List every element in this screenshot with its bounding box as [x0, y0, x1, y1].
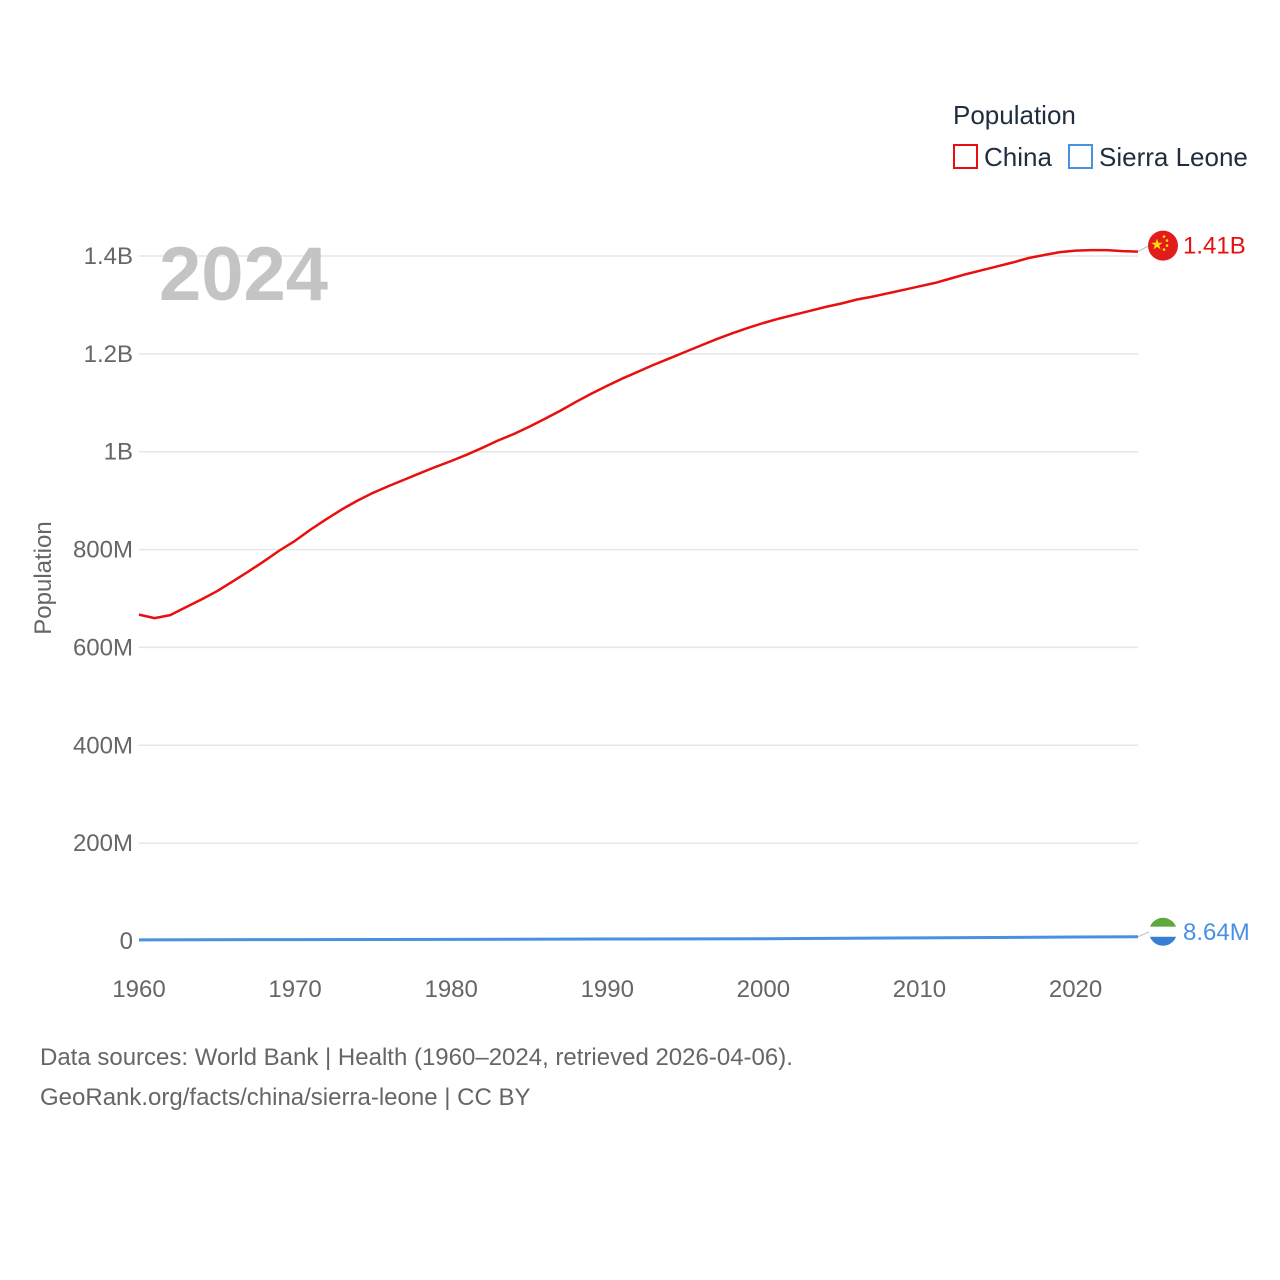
y-tick-label: 1.4B [84, 243, 133, 270]
series-line-sierra-leone [138, 935, 1139, 942]
series-line-china [138, 248, 1139, 620]
legend[interactable]: Population China Sierra Leone [953, 100, 1248, 172]
x-tick-label: 1960 [112, 976, 165, 1003]
x-tick-label: 2020 [1049, 976, 1102, 1003]
x-axis-ticks: 1960 1970 1980 1990 2000 2010 2020 [112, 976, 1102, 1003]
end-value-label-sierra-leone: 8.64M [1183, 919, 1250, 946]
china-flag-icon [1148, 230, 1178, 261]
y-tick-label: 600M [73, 634, 133, 661]
current-year-label: 2024 [159, 232, 328, 317]
legend-swatch-sierra-leone[interactable] [1068, 144, 1093, 169]
footer-sources: Data sources: World Bank | Health (1960–… [40, 1044, 793, 1071]
series-lines [138, 248, 1139, 942]
y-axis-ticks: 0 200M 400M 600M 800M 1B 1.2B 1.4B [73, 243, 133, 955]
y-tick-label: 0 [120, 928, 133, 955]
sierra-leone-flag-icon [1149, 917, 1177, 946]
footer-credit[interactable]: GeoRank.org/facts/china/sierra-leone | C… [40, 1084, 531, 1111]
x-tick-label: 2000 [737, 976, 790, 1003]
x-tick-label: 2010 [893, 976, 946, 1003]
x-tick-label: 1990 [581, 976, 634, 1003]
y-tick-label: 1.2B [84, 341, 133, 368]
y-axis-label: Population [30, 521, 57, 634]
end-connector-china [1137, 245, 1150, 253]
legend-title: Population [953, 100, 1076, 130]
x-tick-label: 1970 [268, 976, 321, 1003]
x-tick-label: 1980 [424, 976, 477, 1003]
y-tick-label: 400M [73, 732, 133, 759]
legend-swatch-china[interactable] [953, 144, 978, 169]
y-tick-label: 200M [73, 830, 133, 857]
end-connector-sierra-leone [1137, 931, 1150, 938]
y-tick-label: 800M [73, 537, 133, 564]
y-tick-label: 1B [104, 439, 133, 466]
gridlines [139, 255, 1138, 844]
legend-label-sierra-leone[interactable]: Sierra Leone [1099, 142, 1248, 172]
end-markers [1137, 245, 1150, 938]
end-value-label-china: 1.41B [1183, 233, 1246, 260]
legend-label-china[interactable]: China [984, 142, 1052, 172]
